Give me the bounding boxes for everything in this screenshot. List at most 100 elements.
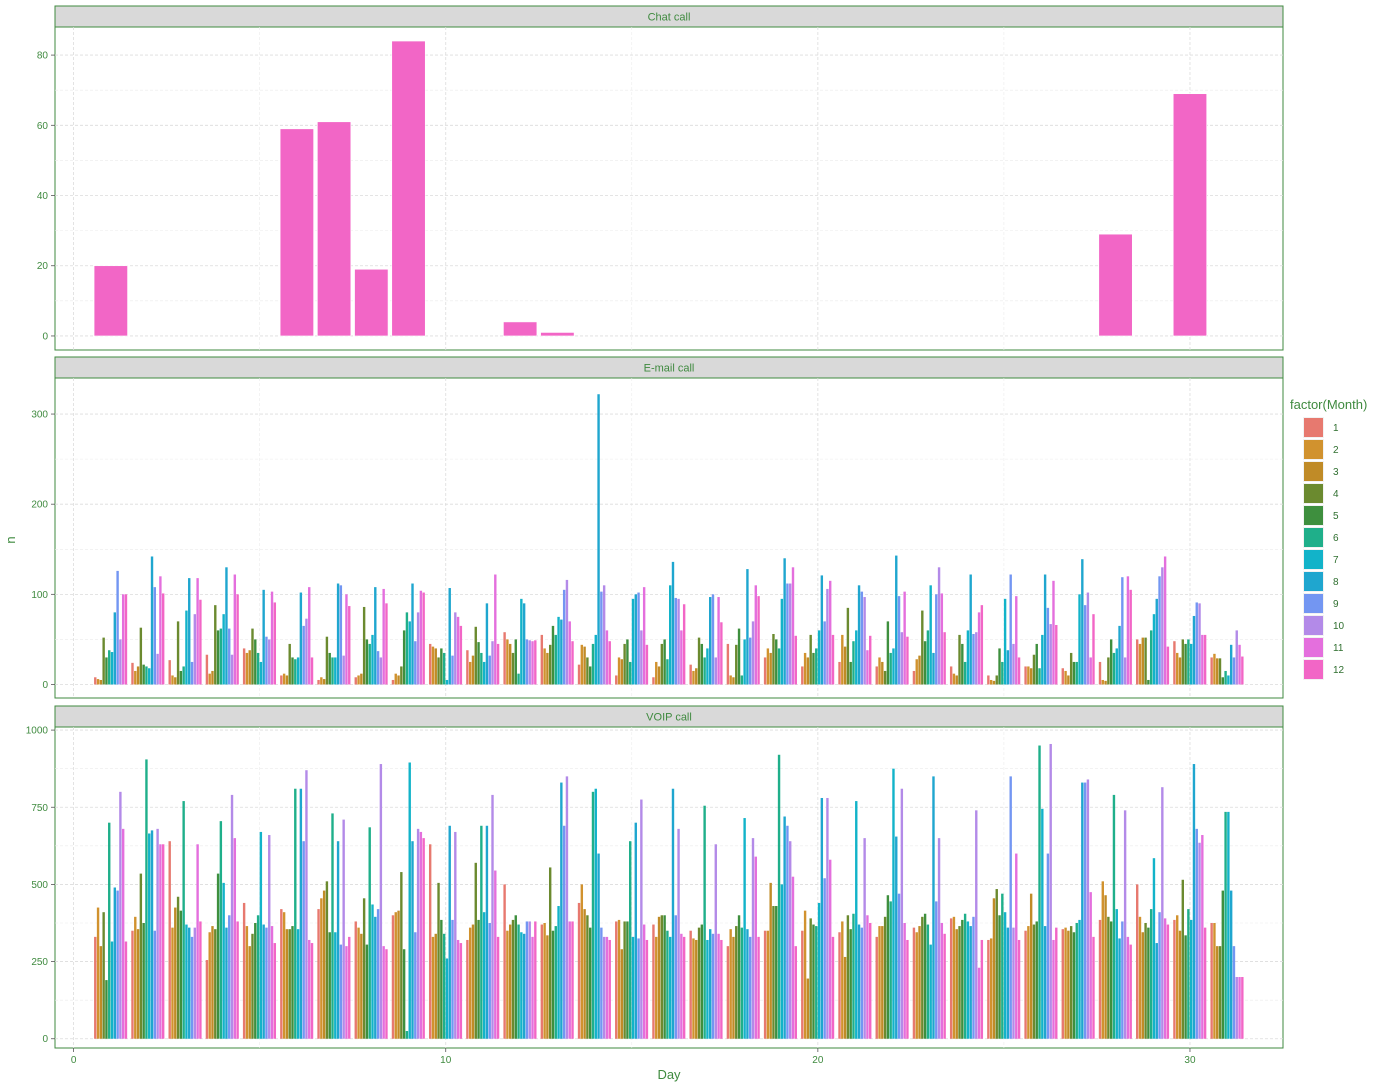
bar-day-11-month-9 (488, 655, 491, 685)
bar-day-7-month-10 (342, 655, 345, 685)
bar-day-31-month-9 (1232, 657, 1236, 685)
bar-day-2-month-8 (150, 556, 154, 685)
bar-day-6-month-9 (302, 841, 305, 1039)
bar-day-20-month-4 (809, 918, 812, 1039)
bar-day-18-month-6 (740, 675, 744, 685)
bar-day-30-month-6 (1187, 639, 1190, 685)
bar-day-11-month-1 (466, 939, 469, 1039)
bar-day-5-month-5 (254, 639, 257, 685)
bar-day-23-month-6 (926, 630, 930, 685)
bar-day-12-month-12 (503, 321, 538, 337)
bar-day-18-month-8 (746, 569, 749, 685)
bar-day-9-month-12 (391, 40, 426, 337)
bar-day-18-month-10 (751, 621, 755, 685)
bar-day-22-month-1 (875, 936, 878, 1039)
bar-day-5-month-1 (242, 902, 246, 1039)
bar-day-18-month-9 (749, 637, 752, 685)
bar-day-19-month-5 (775, 906, 778, 1039)
bar-day-6-month-8 (299, 788, 303, 1039)
bar-day-30-month-9 (1195, 602, 1198, 685)
bar-day-17-month-3 (695, 939, 698, 1039)
bar-day-12-month-2 (506, 930, 509, 1039)
bar-day-14-month-6 (591, 643, 595, 685)
legend-key-swatch (1304, 660, 1323, 679)
bar-day-8-month-5 (365, 944, 369, 1039)
bar-day-24-month-1 (949, 918, 953, 1039)
bar-day-12-month-1 (503, 884, 506, 1039)
bar-day-21-month-12 (869, 635, 872, 685)
bar-day-24-month-1 (949, 666, 953, 685)
bar-day-31-month-7 (1227, 675, 1230, 685)
bar-day-7-month-6 (331, 813, 334, 1039)
x-axis-title: Day (657, 1067, 681, 1082)
panel-voip-call: VOIP call 0 250 500 750 1000 (26, 705, 1284, 1049)
bar-day-22-month-10 (900, 788, 904, 1039)
bar-day-29-month-12 (1166, 646, 1170, 685)
bar-day-21-month-8 (857, 585, 861, 685)
legend-key-swatch (1304, 572, 1323, 591)
bar-day-21-month-3 (843, 646, 847, 685)
bar-day-19-month-7 (780, 884, 784, 1039)
bar-day-31-month-9 (1232, 946, 1236, 1039)
bar-day-26-month-5 (1035, 643, 1038, 685)
bar-day-5-month-2 (245, 926, 249, 1039)
bar-day-18-month-4 (735, 644, 738, 685)
bar-day-13-month-9 (562, 589, 566, 685)
bar-day-7-month-3 (322, 679, 326, 685)
y-tick-label: 60 (37, 121, 49, 132)
bar-day-1-month-8 (113, 612, 117, 685)
bar-day-9-month-6 (405, 1031, 409, 1039)
bar-day-5-month-12 (273, 943, 277, 1039)
bar-day-14-month-5 (588, 666, 592, 685)
bar-day-17-month-7 (706, 648, 709, 685)
bar-day-7-month-12 (348, 936, 351, 1039)
bar-day-25-month-7 (1003, 598, 1007, 685)
bar-day-18-month-12 (757, 936, 760, 1039)
bar-day-23-month-10 (937, 838, 941, 1039)
bar-day-16-month-4 (660, 643, 664, 685)
bar-day-8-month-6 (368, 827, 371, 1039)
bar-day-27-month-2 (1064, 670, 1067, 685)
bar-day-6-month-4 (288, 929, 291, 1039)
bar-day-19-month-9 (786, 825, 789, 1039)
bar-day-26-month-10 (1049, 743, 1052, 1039)
bar-day-2-month-3 (136, 666, 140, 685)
bar-day-28-month-1 (1098, 661, 1102, 685)
bar-day-10-month-3 (434, 933, 437, 1039)
bar-day-24-month-6 (963, 913, 967, 1039)
bar-day-28-month-11 (1126, 576, 1130, 685)
bar-day-24-month-10 (975, 810, 978, 1039)
bar-day-13-month-7 (557, 906, 560, 1039)
bar-day-5-month-11 (270, 591, 274, 685)
bar-day-17-month-2 (692, 938, 695, 1039)
bar-day-15-month-4 (623, 921, 626, 1039)
bar-day-16-month-10 (677, 598, 680, 685)
bar-day-19-month-12 (794, 946, 797, 1039)
bar-day-12-month-9 (525, 921, 529, 1039)
bar-day-4-month-7 (222, 614, 225, 685)
bar-day-6-month-1 (280, 909, 283, 1039)
bar-day-5-month-9 (265, 927, 268, 1039)
bar-day-30-month-12 (1203, 927, 1207, 1039)
bar-day-27-month-5 (1072, 932, 1076, 1039)
bar-day-5-month-8 (262, 924, 265, 1039)
bar-day-11-month-6 (480, 652, 483, 685)
bar-day-21-month-4 (846, 607, 850, 685)
bar-day-25-month-3 (992, 898, 996, 1039)
bar-day-10-month-12 (459, 943, 463, 1039)
bar-day-1-month-10 (119, 791, 122, 1039)
bar-day-19-month-11 (791, 876, 795, 1039)
bar-day-6-month-5 (291, 657, 294, 685)
bar-day-22-month-9 (897, 893, 901, 1039)
bar-day-5-month-4 (251, 933, 254, 1039)
bar-day-3-month-10 (193, 614, 197, 685)
bar-day-27-month-3 (1067, 930, 1070, 1039)
bar-day-26-month-1 (1024, 666, 1027, 685)
bar-day-15-month-12 (645, 644, 649, 685)
facet-panels: Chat call 0 20 40 60 80 E-mail call 0 100 200 300 V… (26, 5, 1284, 1049)
bar-day-24-month-5 (961, 919, 964, 1039)
bar-day-28-month-12 (1098, 233, 1133, 337)
bar-day-25-month-8 (1006, 927, 1010, 1039)
bar-day-3-month-10 (193, 927, 197, 1039)
